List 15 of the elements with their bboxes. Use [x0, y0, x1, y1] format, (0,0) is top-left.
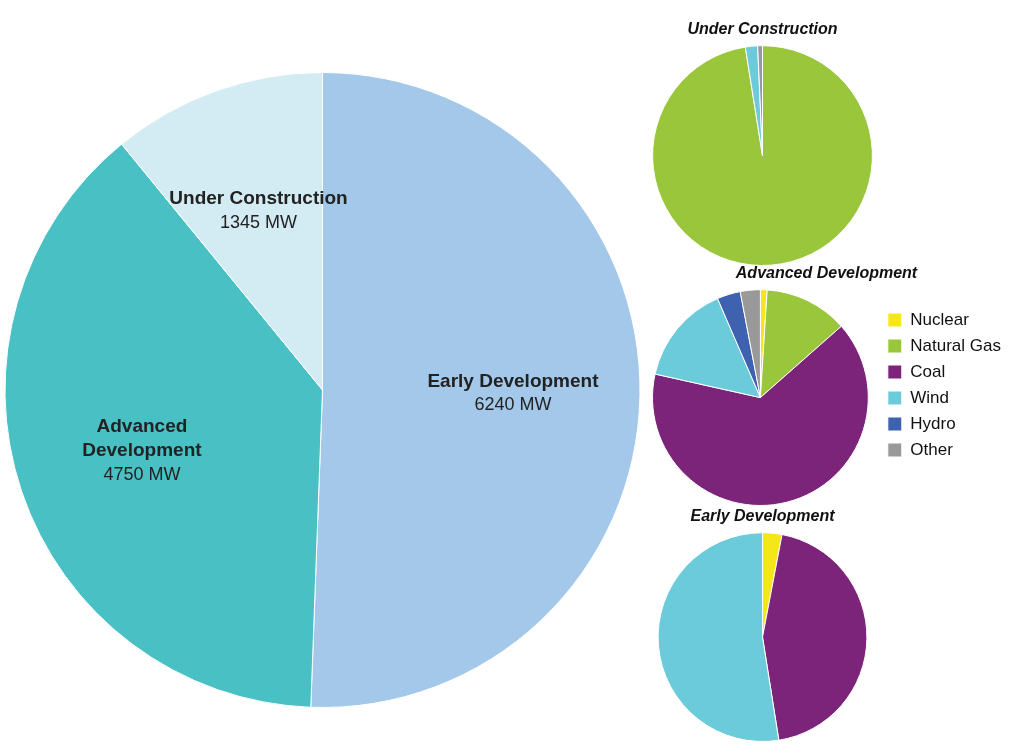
- legend-label: Nuclear: [910, 309, 970, 329]
- slice-label: Early Development: [427, 369, 600, 391]
- legend-label: Hydro: [910, 413, 956, 433]
- legend-label: Other: [910, 439, 954, 459]
- data-label: 6240 MW: [474, 394, 552, 415]
- chart-title: Advanced Development: [734, 264, 918, 282]
- chart-title: Under Construction: [687, 20, 838, 38]
- legend-label: Wind: [910, 387, 950, 407]
- legend-label: Coal: [910, 361, 946, 381]
- data-label: 4750 MW: [103, 463, 181, 484]
- slice-label: Advanced Development: [82, 414, 203, 460]
- legend-label: Natural Gas: [910, 335, 1001, 355]
- chart-title: Early Development: [690, 507, 836, 525]
- data-label: 1345 MW: [220, 211, 298, 232]
- slice-label: Under Construction: [169, 186, 348, 208]
